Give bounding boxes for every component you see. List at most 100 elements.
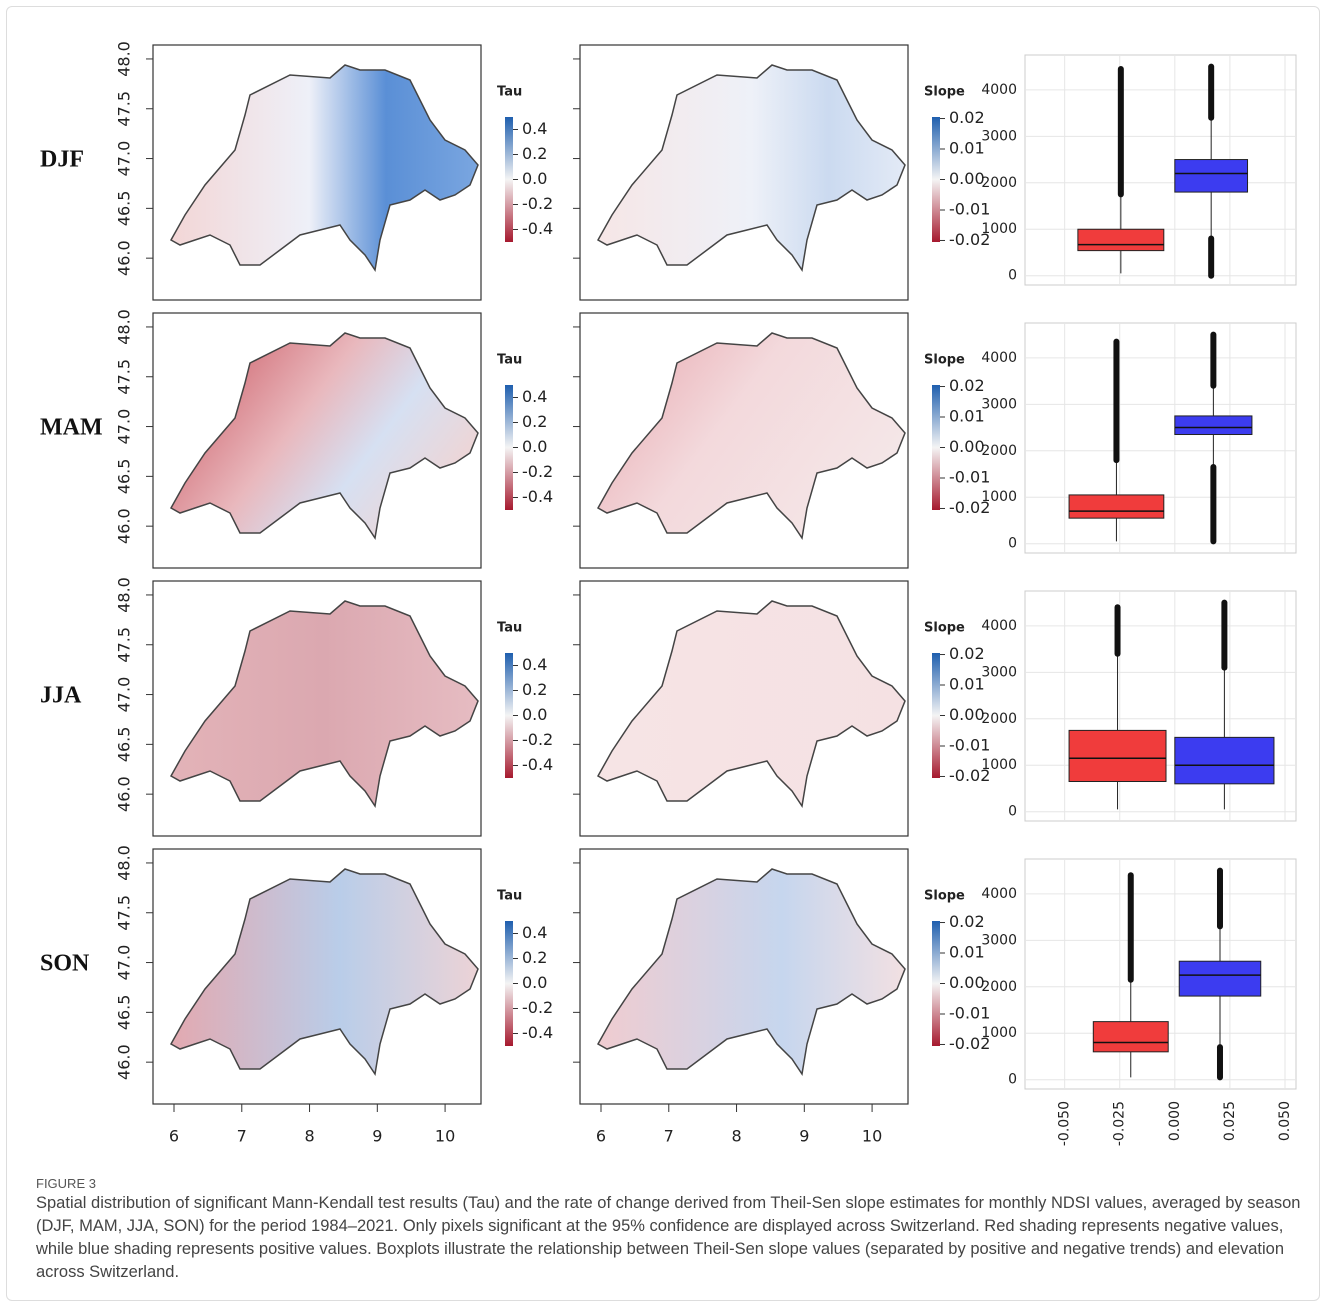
lat-tick-label: 47.5 [115, 895, 134, 931]
lat-tick-label: 46.5 [115, 459, 134, 495]
season-label: SON [40, 951, 90, 977]
box-y-tick-label: 0 [1008, 268, 1017, 284]
box-y-tick-label: 2000 [981, 711, 1017, 727]
lon-tick-label: 9 [799, 1127, 809, 1146]
colorbar-tick-label: 0.0 [522, 437, 547, 456]
box [1174, 736, 1275, 785]
colorbar-tick-label: -0.4 [522, 755, 553, 774]
season-label: MAM [40, 415, 103, 441]
colorbar-tick-label: -0.4 [522, 1023, 553, 1042]
box-y-tick-label: 4000 [981, 82, 1017, 98]
box-y-tick-label: 3000 [981, 128, 1017, 144]
box-y-tick-label: 3000 [981, 396, 1017, 412]
season-label: JJA [40, 683, 82, 709]
box [1178, 960, 1262, 997]
box-y-tick-label: 4000 [981, 350, 1017, 366]
colorbar-tick-label: 0.2 [522, 948, 547, 967]
colorbar-tick-label: 0.4 [522, 119, 547, 138]
lon-tick-label: 10 [862, 1127, 882, 1146]
lat-tick-label: 47.5 [115, 359, 134, 395]
colorbar-tick-label: 0.01 [949, 675, 985, 694]
colorbar-tick-label: -0.01 [949, 735, 990, 754]
colorbar [505, 653, 513, 778]
colorbar-title: Slope [924, 85, 965, 100]
box-x-tick-label: 0.025 [1222, 1101, 1238, 1141]
box-y-tick-label: 1000 [981, 221, 1017, 237]
colorbar-tick-label: 0.02 [949, 376, 985, 395]
lat-tick-label: 46.5 [115, 191, 134, 227]
colorbar-tick-label: 0.02 [949, 108, 985, 127]
colorbar-tick-label: 0.0 [522, 973, 547, 992]
colorbar-tick-label: 0.2 [522, 680, 547, 699]
lat-tick-label: 47.5 [115, 627, 134, 663]
figure-frame [6, 6, 1320, 1301]
colorbar-title: Tau [497, 85, 522, 100]
lat-tick-label: 48.0 [115, 845, 134, 881]
caption-text: Spatial distribution of significant Mann… [36, 1194, 1301, 1281]
colorbar-title: Slope [924, 353, 965, 368]
lat-tick-label: 46.0 [115, 1044, 134, 1080]
lat-tick-label: 46.0 [115, 508, 134, 544]
colorbar-tick-label: -0.2 [522, 462, 553, 481]
colorbar-tick-label: 0.02 [949, 644, 985, 663]
colorbar-tick-label: 0.4 [522, 655, 547, 674]
colorbar-tick-label: -0.01 [949, 467, 990, 486]
colorbar-tick-label: 0.0 [522, 169, 547, 188]
lat-tick-label: 46.0 [115, 776, 134, 812]
colorbar-tick-label: 0.4 [522, 387, 547, 406]
box-y-tick-label: 3000 [981, 664, 1017, 680]
box-y-tick-label: 0 [1008, 536, 1017, 552]
colorbar-tick-label: 0.00 [949, 705, 985, 724]
box-y-tick-label: 0 [1008, 804, 1017, 820]
lon-tick-label: 6 [169, 1127, 179, 1146]
colorbar-tick-label: -0.02 [949, 498, 990, 517]
box-y-tick-label: 2000 [981, 979, 1017, 995]
colorbar-tick-label: -0.02 [949, 766, 990, 785]
colorbar-title: Slope [924, 621, 965, 636]
colorbar-tick-label: 0.00 [949, 169, 985, 188]
box-y-tick-label: 2000 [981, 175, 1017, 191]
colorbar-tick-label: -0.02 [949, 1034, 990, 1053]
lat-tick-label: 47.0 [115, 141, 134, 177]
colorbar-tick-label: -0.2 [522, 730, 553, 749]
box-y-tick-label: 3000 [981, 932, 1017, 948]
box-y-tick-label: 1000 [981, 489, 1017, 505]
lon-tick-label: 7 [664, 1127, 674, 1146]
lat-tick-label: 46.5 [115, 727, 134, 763]
lon-tick-label: 8 [304, 1127, 314, 1146]
box [1174, 159, 1249, 193]
box-y-tick-label: 0 [1008, 1072, 1017, 1088]
box-x-tick-label: -0.025 [1112, 1101, 1128, 1146]
colorbar-tick-label: -0.4 [522, 219, 553, 238]
lon-tick-label: 10 [435, 1127, 455, 1146]
box [1092, 1021, 1169, 1053]
lat-tick-label: 48.0 [115, 577, 134, 613]
colorbar-tick-label: 0.01 [949, 407, 985, 426]
colorbar [505, 117, 513, 242]
colorbar-tick-label: -0.2 [522, 998, 553, 1017]
lat-tick-label: 46.5 [115, 995, 134, 1031]
colorbar [932, 385, 940, 510]
box [1068, 494, 1165, 519]
box-x-tick-label: 0.000 [1167, 1101, 1183, 1141]
box [1077, 228, 1165, 252]
colorbar-tick-label: 0.00 [949, 437, 985, 456]
colorbar-tick-label: 0.02 [949, 912, 985, 931]
colorbar-tick-label: 0.2 [522, 144, 547, 163]
colorbar [932, 653, 940, 778]
box-x-tick-label: -0.050 [1057, 1101, 1073, 1146]
box-x-tick-label: 0.050 [1277, 1101, 1293, 1141]
lon-tick-label: 7 [237, 1127, 247, 1146]
lat-tick-label: 47.0 [115, 945, 134, 981]
box [1068, 729, 1167, 783]
lat-tick-label: 48.0 [115, 309, 134, 345]
caption-label: FIGURE 3 [36, 1176, 96, 1191]
colorbar-tick-label: 0.01 [949, 139, 985, 158]
colorbar [505, 921, 513, 1046]
figure: DJF 46.0 46.5 47.0 47.5 48.0 Tau 0.4 0.2 0.0 -0.2 -… [40, 41, 1297, 1146]
lat-tick-label: 47.0 [115, 409, 134, 445]
colorbar-title: Tau [497, 621, 522, 636]
lat-tick-label: 46.0 [115, 240, 134, 276]
box-y-tick-label: 4000 [981, 886, 1017, 902]
colorbar-tick-label: 0.0 [522, 705, 547, 724]
